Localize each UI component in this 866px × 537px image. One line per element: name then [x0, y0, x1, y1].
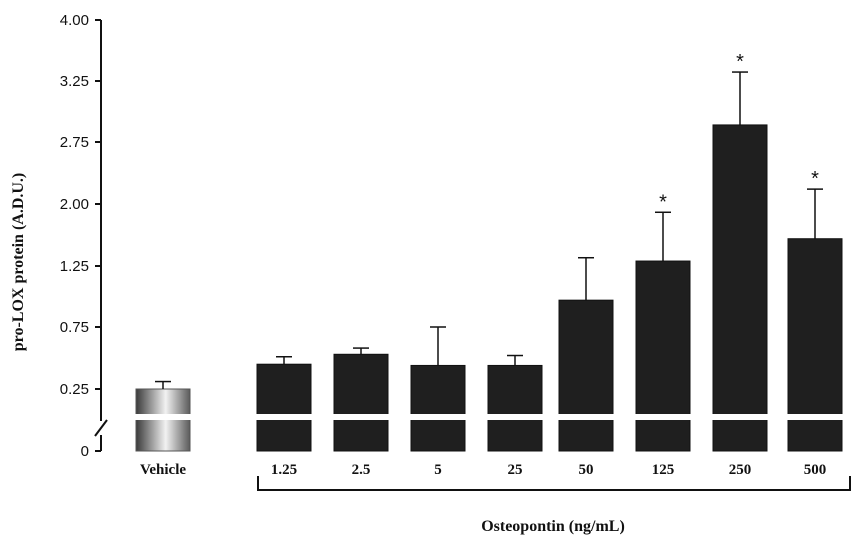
- axis-break-band: [409, 414, 467, 420]
- y-tick-labels: 4.00 3.25 2.75 2.00 1.25 0.75 0.25 0: [60, 12, 101, 460]
- x-category-label: 125: [652, 462, 675, 478]
- y-tick-label: 2.00: [60, 196, 89, 213]
- y-axis-title: pro-LOX protein (A.D.U.): [10, 173, 27, 352]
- axis-break-band: [634, 414, 692, 420]
- group-label: Osteopontin (ng/mL): [481, 518, 625, 535]
- axis-break-mark: [94, 419, 108, 437]
- bar-osteopontin-125: *: [634, 191, 692, 452]
- bar: [333, 353, 389, 452]
- x-category-labels: Vehicle 1.25 2.5 5 25 50 125 250 500: [140, 462, 826, 478]
- axis-break-band: [486, 414, 544, 420]
- axis-break-band: [134, 414, 192, 420]
- x-category-label: 1.25: [271, 462, 297, 478]
- bar: [410, 364, 466, 452]
- y-tick-label: 0.25: [60, 381, 89, 398]
- axis-break-band: [332, 414, 390, 420]
- bar-osteopontin-50: [557, 256, 615, 452]
- bar: [487, 364, 543, 452]
- bar: [256, 363, 312, 452]
- x-category-label: Vehicle: [140, 462, 186, 478]
- significance-star: *: [736, 51, 744, 73]
- y-tick-label: 0: [81, 443, 89, 460]
- bar-osteopontin-250: *: [711, 51, 769, 452]
- y-axis: [94, 20, 108, 451]
- axis-break-band: [786, 414, 844, 420]
- bars: * * *: [134, 51, 844, 452]
- bar-osteopontin-5: [409, 326, 467, 452]
- x-category-label: 2.5: [352, 462, 371, 478]
- y-tick-label: 2.75: [60, 134, 89, 151]
- osteopontin-bracket: [257, 476, 851, 491]
- x-category-label: 25: [508, 462, 523, 478]
- y-tick-label: 0.75: [60, 319, 89, 336]
- bar-osteopontin-25: [486, 354, 544, 452]
- bar-osteopontin-1.25: [255, 356, 313, 452]
- x-category-label: 500: [804, 462, 827, 478]
- significance-star: *: [659, 191, 667, 213]
- bar: [635, 260, 691, 452]
- axis-break-band: [557, 414, 615, 420]
- bar: [558, 299, 614, 452]
- x-category-label: 50: [579, 462, 594, 478]
- x-category-label: 250: [729, 462, 752, 478]
- y-tick-label: 4.00: [60, 12, 89, 29]
- x-category-label: 5: [434, 462, 442, 478]
- bar-vehicle: [134, 380, 192, 452]
- y-tick-label: 3.25: [60, 73, 89, 90]
- significance-star: *: [811, 168, 819, 190]
- axis-break-band: [255, 414, 313, 420]
- bar-osteopontin-2.5: [332, 347, 390, 452]
- bar-osteopontin-500: *: [786, 168, 844, 452]
- bar: [712, 124, 768, 452]
- y-tick-label: 1.25: [60, 258, 89, 275]
- axis-break-band: [711, 414, 769, 420]
